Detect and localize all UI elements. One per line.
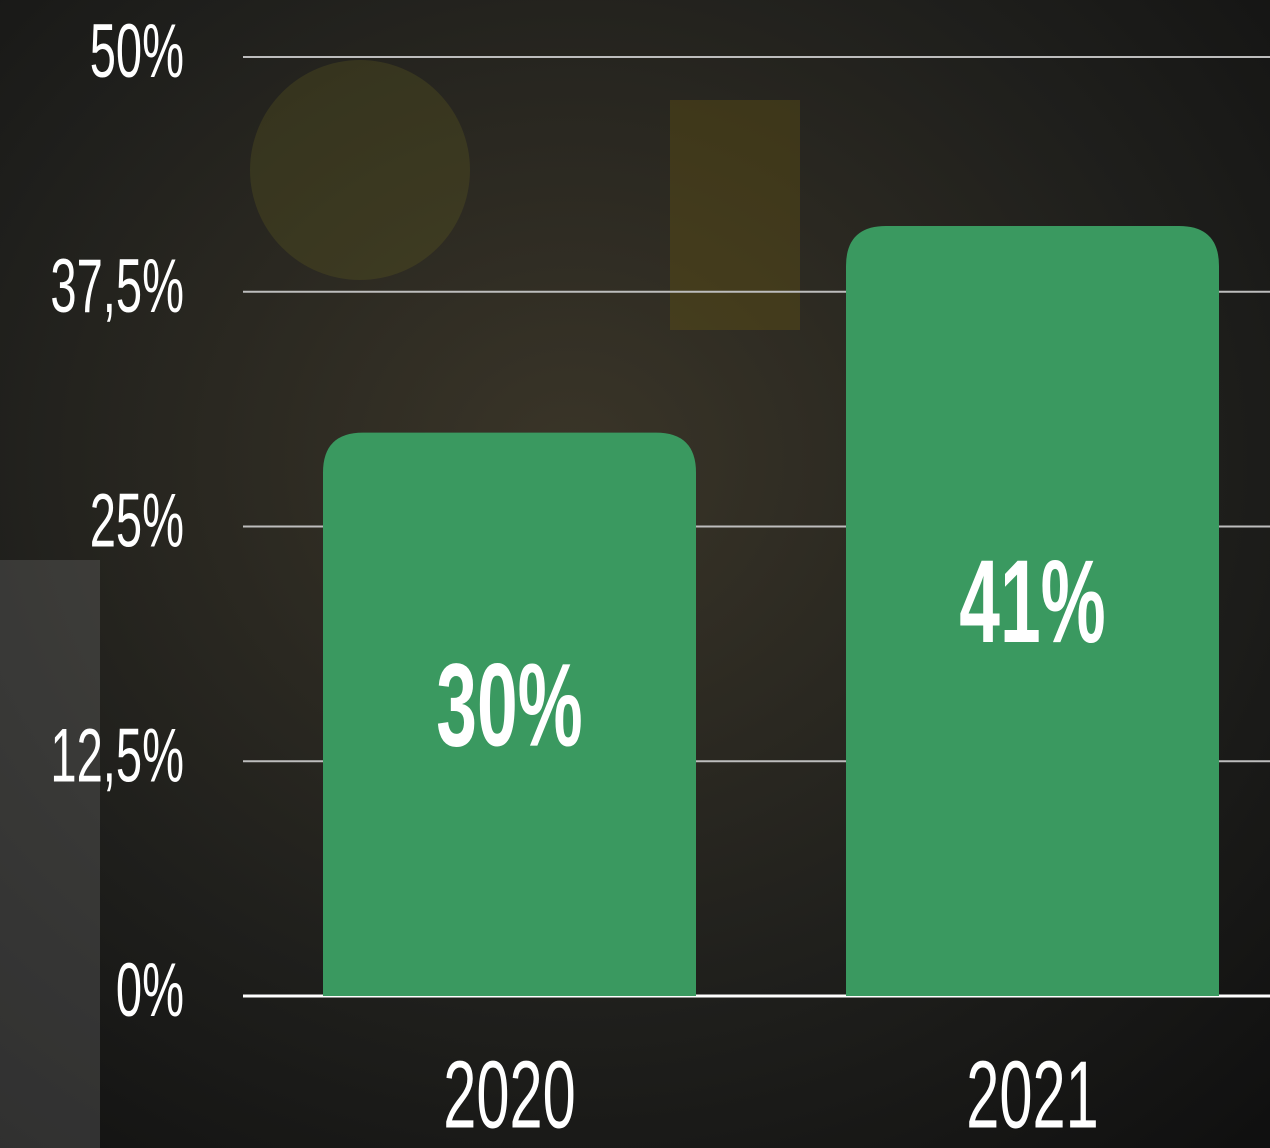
value-label: 30%: [436, 639, 582, 771]
y-tick-label: 25%: [90, 479, 184, 563]
x-tick-label: 2020: [443, 1041, 575, 1148]
background-blob: [0, 560, 100, 1148]
x-tick-label: 2021: [966, 1041, 1098, 1148]
y-tick-label: 37,5%: [50, 245, 184, 329]
bar: [323, 432, 696, 997]
y-tick-label: 12,5%: [50, 714, 184, 798]
value-label: 41%: [959, 535, 1105, 667]
y-tick-label: 0%: [116, 949, 184, 1033]
y-tick-label: 50%: [90, 10, 184, 94]
background-blob: [670, 100, 800, 330]
background-blob: [250, 60, 470, 280]
bar: [846, 226, 1219, 996]
